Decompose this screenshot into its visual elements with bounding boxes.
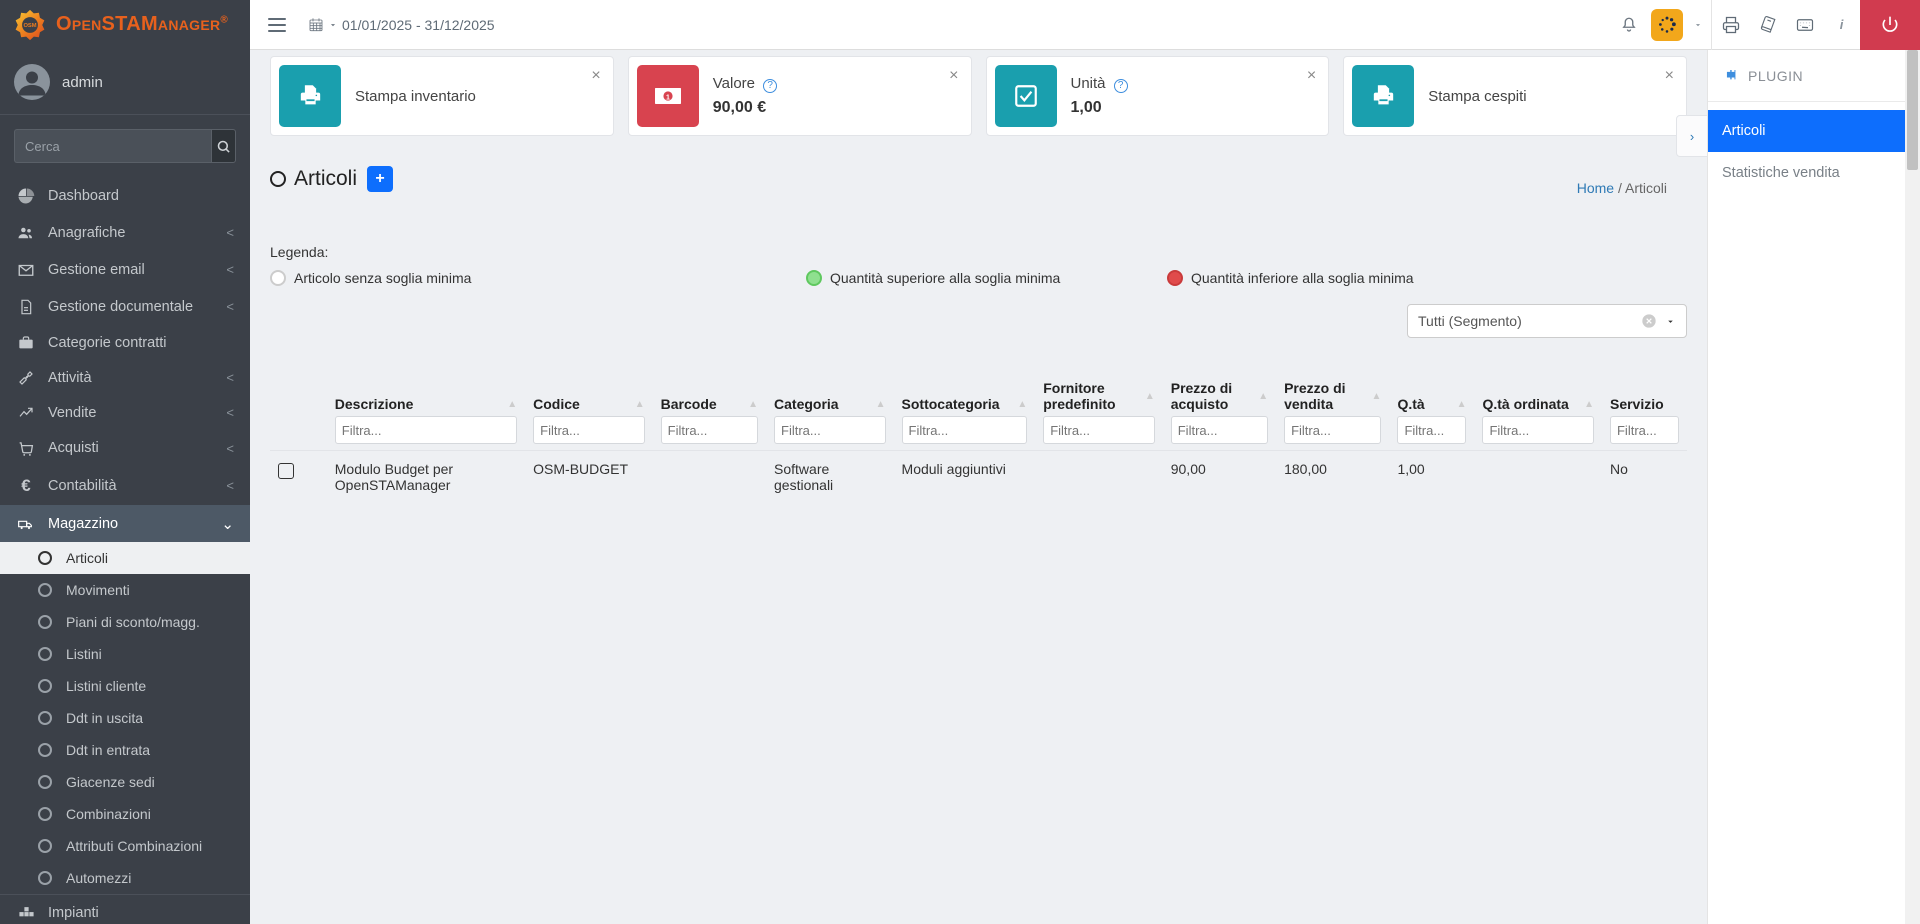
svg-text:1: 1 xyxy=(666,94,670,101)
svg-text:OSM: OSM xyxy=(23,22,36,28)
